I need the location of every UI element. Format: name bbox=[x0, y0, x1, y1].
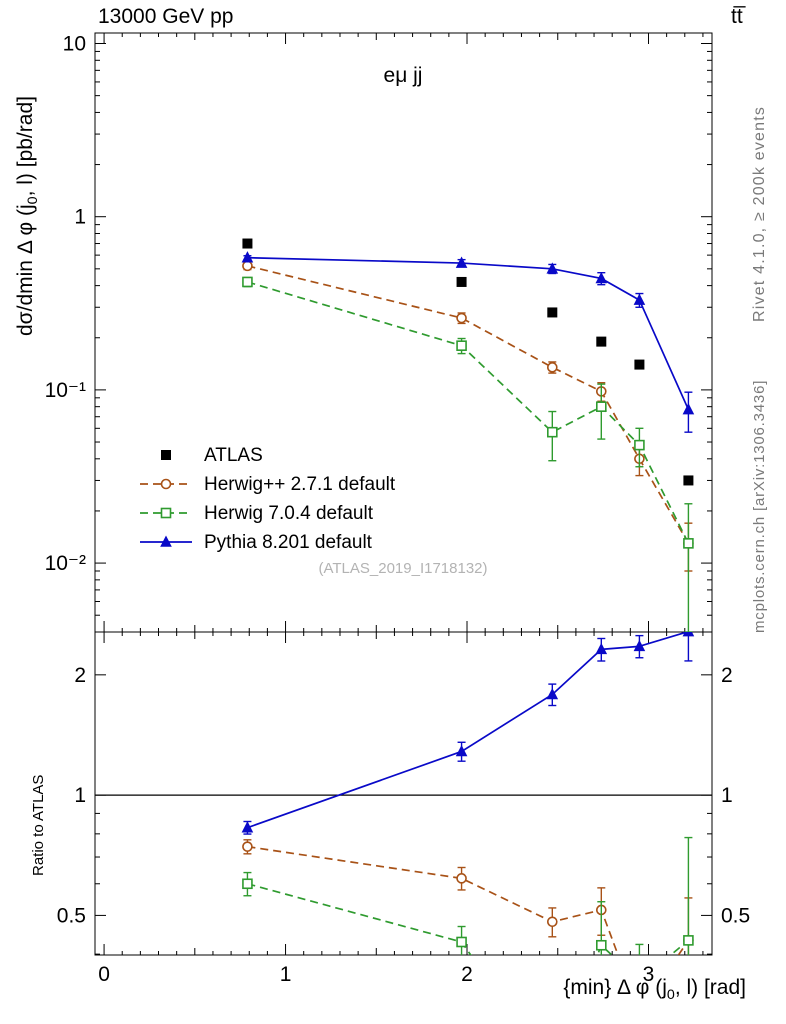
analysis-watermark: (ATLAS_2019_I1718132) bbox=[318, 560, 488, 577]
y-tick-label-main: 10⁻¹ bbox=[45, 379, 86, 402]
y-tick-label-ratio: 0.5 bbox=[57, 904, 86, 927]
main-series-1 bbox=[242, 260, 694, 572]
y-axis-label-ratio: Ratio to ATLAS bbox=[30, 774, 47, 876]
y-tick-label-main: 10 bbox=[63, 33, 86, 56]
x-axis-label-post: , l) [rad] bbox=[674, 976, 746, 999]
x-axis-label-sub: 0 bbox=[666, 987, 675, 1004]
y-tick-label-ratio-right: 0.5 bbox=[721, 904, 750, 927]
x-tick-label: 0 bbox=[98, 963, 110, 986]
y-tick-label-ratio: 2 bbox=[74, 664, 86, 687]
y-tick-label-ratio-right: 2 bbox=[721, 664, 733, 687]
ratio-series-2 bbox=[242, 836, 694, 955]
x-axis-label: {min} Δ φ (j0, l) [rad] bbox=[563, 976, 746, 1003]
legend-label-1: Herwig++ 2.7.1 default bbox=[204, 474, 396, 495]
process-label: tt̅ bbox=[731, 5, 743, 28]
y-axis-label-post: , l) [pb/rad] bbox=[14, 96, 37, 197]
y-tick-label-main: 10⁻² bbox=[45, 552, 86, 575]
y-tick-label-ratio-right: 1 bbox=[721, 784, 733, 807]
mcplots-url-note: mcplots.cern.ch [arXiv:1306.3436] bbox=[751, 379, 768, 633]
legend-entry-3: Pythia 8.201 default bbox=[140, 532, 373, 553]
main-series-0 bbox=[242, 238, 694, 486]
legend-label-0: ATLAS bbox=[204, 445, 263, 466]
ratio-series-3 bbox=[241, 632, 695, 835]
x-axis-label-pre: {min} Δ φ (j bbox=[563, 976, 667, 999]
y-tick-label-ratio: 1 bbox=[74, 784, 86, 807]
x-tick-label: 3 bbox=[643, 963, 655, 986]
x-tick-label: 1 bbox=[280, 963, 292, 986]
legend-label-2: Herwig 7.0.4 default bbox=[204, 503, 374, 524]
y-axis-label-sub: 0 bbox=[25, 196, 42, 205]
y-axis-label-pre: dσ/dmin Δ φ (j bbox=[14, 204, 37, 336]
y-tick-label-main: 1 bbox=[74, 206, 86, 229]
x-tick-label: 2 bbox=[461, 963, 473, 986]
plot-title: eμ jj bbox=[383, 64, 423, 87]
beam-energy-label: 13000 GeV pp bbox=[98, 5, 234, 28]
legend-entry-0: ATLAS bbox=[161, 445, 263, 466]
legend-entry-2: Herwig 7.0.4 default bbox=[140, 503, 374, 524]
legend-entry-1: Herwig++ 2.7.1 default bbox=[140, 474, 396, 495]
rivet-version-note: Rivet 4.1.0, ≥ 200k events bbox=[751, 105, 768, 322]
legend-label-3: Pythia 8.201 default bbox=[204, 532, 373, 553]
main-series-2 bbox=[242, 276, 694, 632]
axes-frame: 0 1 2 3 10 1 10⁻¹ 10⁻² 0.5 0.5 1 1 2 2 bbox=[45, 32, 750, 986]
main-series-3 bbox=[241, 251, 695, 433]
y-axis-label-main: dσ/dmin Δ φ (j0, l) [pb/rad] bbox=[14, 96, 41, 336]
